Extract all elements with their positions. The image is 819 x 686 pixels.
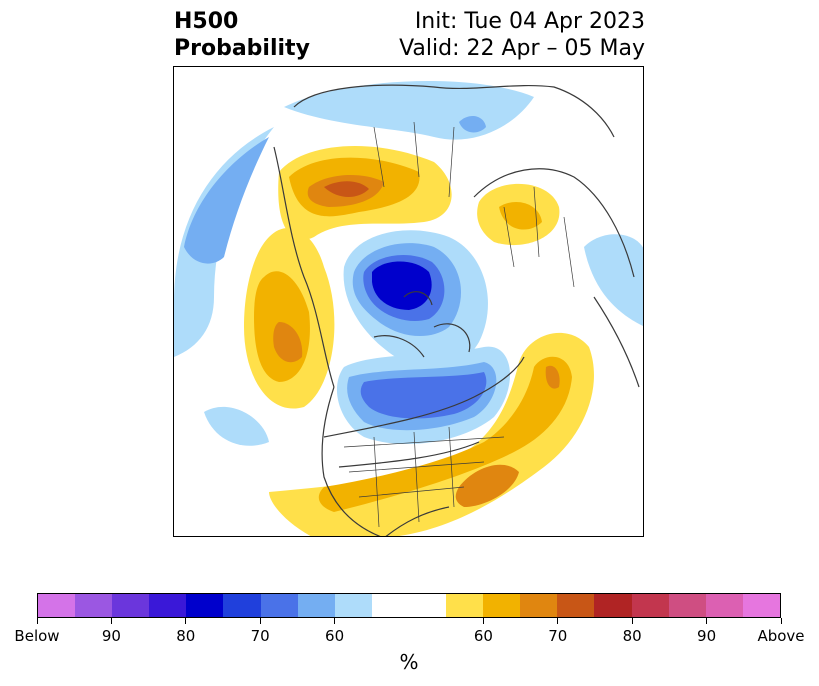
colorbar-tick xyxy=(780,618,782,624)
above-60-europe xyxy=(499,202,542,230)
colorbar-tick xyxy=(110,618,112,624)
colorbar-tick-label: 90 xyxy=(101,627,121,645)
colorbar-tick xyxy=(706,618,708,624)
coastlines xyxy=(273,84,640,536)
colorbar-segment xyxy=(38,594,76,617)
above-80-atlantic-small xyxy=(545,365,560,389)
colorbar-tick xyxy=(259,618,261,624)
colorbar-segment xyxy=(631,594,669,617)
colorbar-tick-label: 80 xyxy=(176,627,196,645)
colorbar-tick xyxy=(557,618,559,624)
colorbar-segment xyxy=(297,594,335,617)
colorbar-tick xyxy=(36,618,38,624)
above-core-siberia xyxy=(324,181,369,197)
above-80-alaska xyxy=(273,322,303,363)
colorbar-tick xyxy=(631,618,633,624)
colorbar-tick-label: 80 xyxy=(622,627,642,645)
below-band-atlantic xyxy=(204,406,269,446)
init-date: Init: Tue 04 Apr 2023 xyxy=(414,9,645,34)
colorbar-segment xyxy=(557,594,595,617)
colorbar-segment xyxy=(483,594,521,617)
colorbar-segment xyxy=(520,594,558,617)
colorbar-segment xyxy=(75,594,113,617)
colorbar-segment xyxy=(668,594,706,617)
colorbar-tick-label: 70 xyxy=(250,627,270,645)
below-band-asia xyxy=(584,234,643,326)
date-info: Init: Tue 04 Apr 2023 Valid: 22 Apr – 05… xyxy=(399,8,645,62)
colorbar-tick-label: 90 xyxy=(697,627,717,645)
colorbar-segment xyxy=(260,594,298,617)
below-band-russia xyxy=(284,80,534,140)
political-borders xyxy=(343,121,575,528)
colorbar-unit: % xyxy=(399,650,419,674)
below-band-north-pacific xyxy=(174,127,274,357)
colorbar-tick-label: 60 xyxy=(325,627,345,645)
colorbar-segment xyxy=(149,594,187,617)
colorbar-segment xyxy=(371,594,409,617)
valid-range: Valid: 22 Apr – 05 May xyxy=(399,36,645,61)
below-80-canada xyxy=(360,372,487,419)
colorbar-tick xyxy=(334,618,336,624)
colorbar-segment xyxy=(223,594,261,617)
colorbar-tick-label: 70 xyxy=(548,627,568,645)
colorbar-tick-label: Above xyxy=(757,627,805,645)
probability-map xyxy=(174,80,643,536)
colorbar-tick xyxy=(185,618,187,624)
colorbar-segment xyxy=(334,594,372,617)
below-core-russia xyxy=(459,115,486,133)
probability-colorbar xyxy=(37,593,781,618)
map-panel xyxy=(173,66,644,537)
colorbar-tick xyxy=(482,618,484,624)
above-80-atlantic xyxy=(455,464,519,507)
colorbar-segment xyxy=(742,594,780,617)
colorbar-segment xyxy=(186,594,224,617)
below-90-arctic xyxy=(372,261,432,310)
colorbar-segment xyxy=(446,594,484,617)
colorbar-tick-label: Below xyxy=(14,627,60,645)
colorbar-segment xyxy=(594,594,632,617)
colorbar-segment xyxy=(408,594,447,617)
colorbar-segment xyxy=(705,594,743,617)
chart-title: H500 Probability xyxy=(174,9,310,61)
below-core-north-pacific xyxy=(184,137,269,264)
colorbar-tick-label: 60 xyxy=(473,627,493,645)
colorbar-segment xyxy=(112,594,150,617)
